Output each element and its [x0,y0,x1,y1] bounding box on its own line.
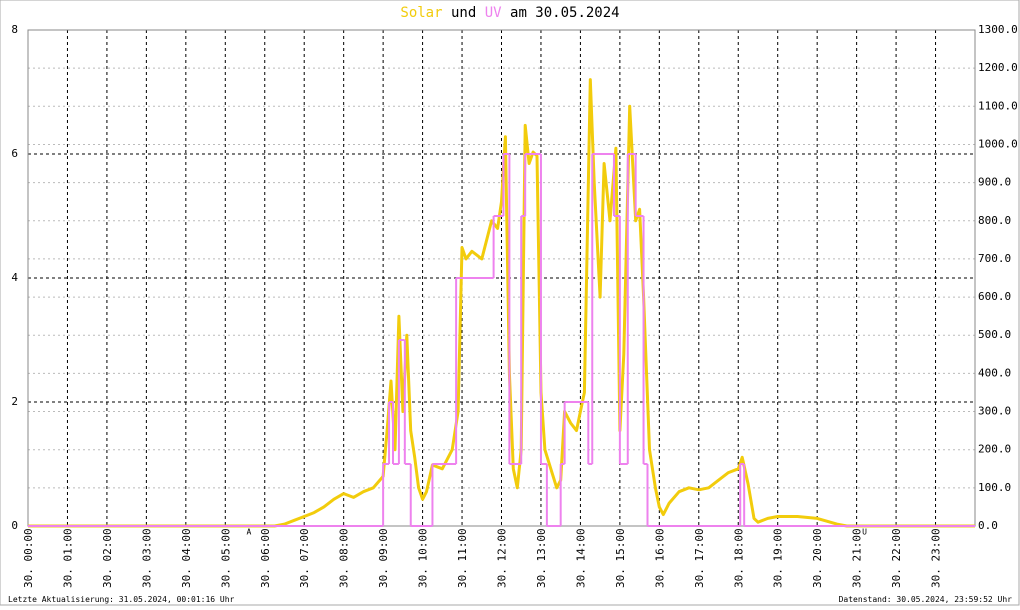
x-tick-label: 30. 05:00 [219,528,232,588]
x-tick-label: 30. 00:00 [22,528,35,588]
x-tick-label: 30. 15:00 [614,528,627,588]
plot-border [27,29,976,527]
x-tick-label: 30. 20:00 [811,528,824,588]
title-solar: Solar [400,5,442,21]
y2-tick-label: 200.0 [978,443,1011,456]
y2-tick-label: 0.0 [978,519,998,532]
x-tick-label: 30. 18:00 [732,528,745,588]
y-tick-label: 4 [11,271,18,284]
x-tick-label: 30. 13:00 [535,528,548,588]
y2-tick-label: 700.0 [978,252,1011,265]
x-tick-label: 30. 12:00 [496,528,509,588]
x-tick-label: 30. 21:00 [851,528,864,588]
x-tick-label: 30. 19:00 [772,528,785,588]
x-tick-label: 30. 08:00 [338,528,351,588]
x-tick-label: 30. 11:00 [456,528,469,588]
annotation: U [862,528,867,537]
title-word: und [451,5,476,21]
y2-tick-label: 1000.0 [978,137,1018,150]
x-tick-label: 30. 03:00 [140,528,153,588]
x-tick-label: 30. 10:00 [417,528,430,588]
y2-tick-label: 1300.0 [978,23,1018,36]
footer-right: Datenstand: 30.05.2024, 23:59:52 Uhr [839,595,1013,604]
x-tick-label: 30. 23:00 [930,528,943,588]
chart-title: Solar und UV am 30.05.2024 [400,5,619,21]
y2-tick-label: 400.0 [978,366,1011,379]
x-tick-label: 30. 02:00 [101,528,114,588]
title-word: am 30.05.2024 [510,5,620,21]
y-tick-label: 8 [11,23,18,36]
y2-tick-label: 500.0 [978,328,1011,341]
x-tick-label: 30. 14:00 [574,528,587,588]
annotation: A [247,528,252,537]
y2-tick-label: 900.0 [978,176,1011,189]
y-tick-label: 2 [11,395,18,408]
title-uv: UV [485,5,502,21]
footer-left: Letzte Aktualisierung: 31.05.2024, 00:01… [8,595,235,604]
x-tick-label: 30. 06:00 [259,528,272,588]
y-tick-label: 0 [11,519,18,532]
y2-tick-label: 1100.0 [978,99,1018,112]
x-tick-label: 30. 01:00 [61,528,74,588]
y2-tick-label: 800.0 [978,214,1011,227]
y-tick-label: 6 [11,147,18,160]
y2-tick-label: 300.0 [978,405,1011,418]
x-tick-label: 30. 16:00 [653,528,666,588]
y2-tick-label: 100.0 [978,481,1011,494]
x-tick-label: 30. 17:00 [693,528,706,588]
x-tick-label: 30. 09:00 [377,528,390,588]
y2-tick-label: 600.0 [978,290,1011,303]
x-tick-label: 30. 07:00 [298,528,311,588]
y2-tick-label: 1200.0 [978,61,1018,74]
x-tick-label: 30. 22:00 [890,528,903,588]
x-tick-label: 30. 04:00 [180,528,193,588]
